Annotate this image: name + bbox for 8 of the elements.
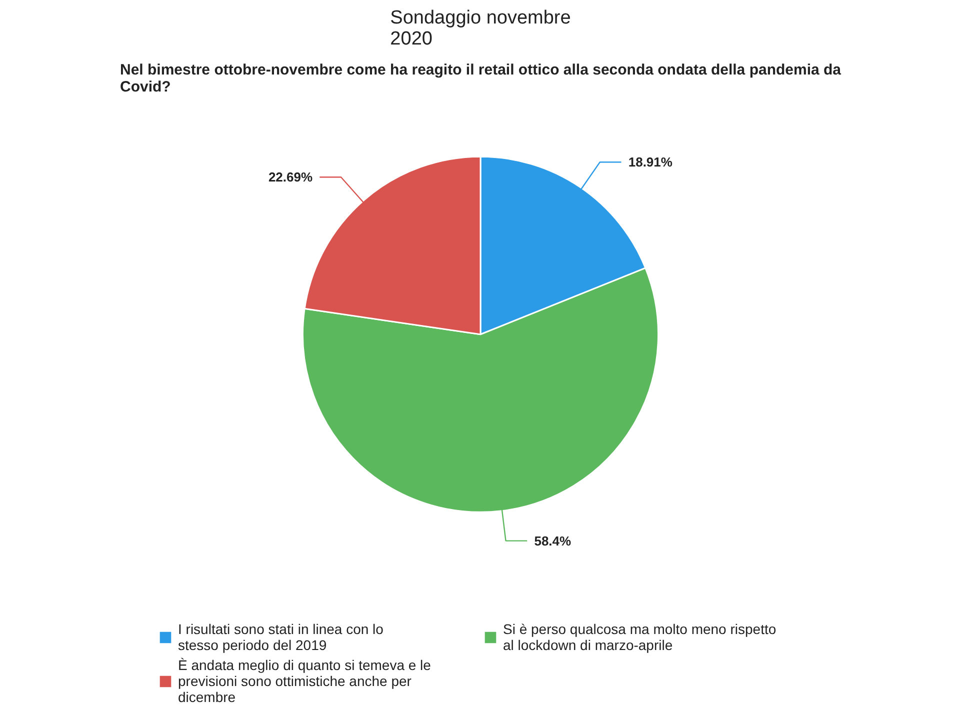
legend-label: È andata meglio di quanto si temeva e le previsioni sono ottimistiche anche per dicembre [178, 657, 432, 705]
legend-label: I risultati sono stati in linea con lo stesso periodo del 2019 [178, 621, 384, 653]
data-label: 22.69% [268, 170, 313, 185]
chart-subtitle: Nel bimestre ottobre-novembre come ha reagito il retail ottico alla seconda ondata della pandemia da Covid? [120, 62, 842, 96]
legend-label: Si è perso qualcosa ma molto meno rispetto al lockdown di marzo-aprile [503, 621, 778, 653]
data-label: 58.4% [534, 533, 572, 548]
chart-title: Sondaggio novembre 2020 [390, 8, 571, 50]
data-label: 18.91% [628, 154, 673, 170]
